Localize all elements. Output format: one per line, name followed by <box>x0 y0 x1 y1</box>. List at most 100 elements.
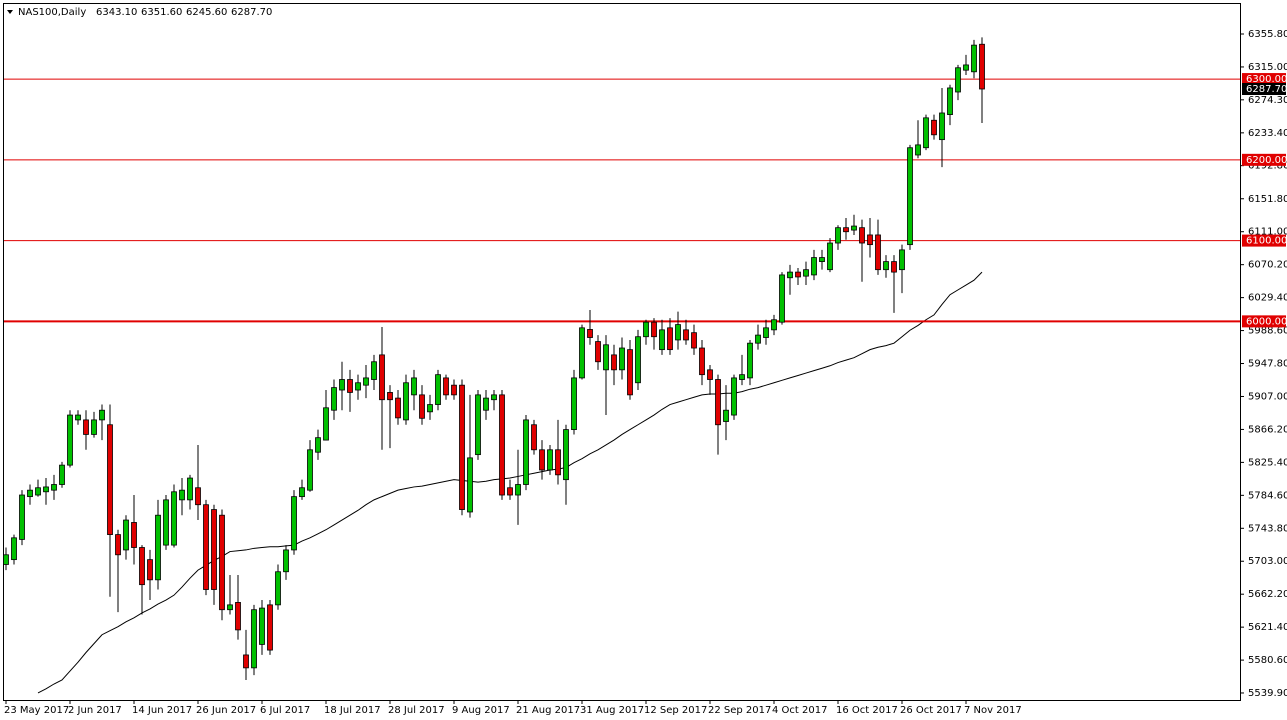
candle-body <box>859 227 865 244</box>
candle-body <box>835 227 841 244</box>
candle-body <box>91 419 97 435</box>
candle-body <box>707 369 713 380</box>
candle-body <box>435 374 441 405</box>
candle-body <box>235 602 241 631</box>
candle-body <box>923 117 929 149</box>
candle-body <box>171 491 177 546</box>
candle-body <box>587 329 593 338</box>
candle-body <box>883 261 889 271</box>
x-tick-label: 21 Aug 2017 <box>516 705 580 716</box>
candle-body <box>843 227 849 233</box>
candle-body <box>131 522 137 548</box>
candle-body <box>267 604 273 651</box>
candle-body <box>619 347 625 371</box>
candle-body <box>187 477 193 501</box>
candle-body <box>675 324 681 341</box>
candle-body <box>803 269 809 277</box>
candle-body <box>915 144 921 156</box>
candle-body <box>611 354 617 371</box>
candle-body <box>699 347 705 376</box>
header-ohlc: 6343.10 <box>96 7 137 18</box>
candle-body <box>627 349 633 396</box>
y-tick-label: 6233.40 <box>1248 128 1287 139</box>
candle-body <box>67 414 73 466</box>
candle-body <box>499 394 505 496</box>
x-tick-label: 6 Jul 2017 <box>260 705 310 716</box>
candle-body <box>579 327 585 379</box>
candle-body <box>715 379 721 426</box>
x-tick-label: 18 Jul 2017 <box>324 705 381 716</box>
candle-body <box>475 394 481 456</box>
candle-body <box>515 484 521 496</box>
level-label: 6200.00 <box>1246 155 1287 166</box>
candle-body <box>443 377 449 396</box>
level-label: 6100.00 <box>1246 236 1287 247</box>
candle-body <box>467 457 473 513</box>
candle-body <box>979 43 985 90</box>
header-ohlc: 6351.60 <box>141 7 182 18</box>
candle-body <box>139 547 145 586</box>
candle-body <box>75 414 81 421</box>
candle-body <box>451 384 457 396</box>
x-tick-label: 14 Jun 2017 <box>132 705 192 716</box>
candle-body <box>811 257 817 276</box>
y-tick-label: 5662.20 <box>1248 589 1287 600</box>
candle-body <box>755 334 761 344</box>
candle-body <box>595 341 601 363</box>
candle-body <box>51 484 57 491</box>
candle-body <box>635 336 641 384</box>
candle-body <box>891 261 897 273</box>
candle-body <box>659 329 665 351</box>
candle-body <box>195 487 201 506</box>
candle-body <box>403 382 409 421</box>
candle-body <box>771 319 777 331</box>
y-tick-label: 5539.90 <box>1248 688 1287 699</box>
x-tick-label: 28 Jul 2017 <box>388 705 445 716</box>
candle-body <box>3 554 9 565</box>
candle-body <box>563 429 569 481</box>
level-label: 6300.00 <box>1246 74 1287 85</box>
candle-body <box>819 257 825 262</box>
y-tick-label: 6070.20 <box>1248 260 1287 271</box>
candle-body <box>867 234 873 246</box>
candle-body <box>275 571 281 606</box>
candle-body <box>155 514 161 581</box>
candle-body <box>523 419 529 485</box>
candle-body <box>851 225 857 231</box>
y-tick-label: 6151.80 <box>1248 194 1287 205</box>
candle-body <box>227 604 233 611</box>
candle-body <box>83 419 89 435</box>
candle-body <box>899 249 905 271</box>
x-tick-label: 9 Aug 2017 <box>452 705 510 716</box>
candle-body <box>331 387 337 411</box>
candle-body <box>483 397 489 411</box>
level-label-box <box>1242 153 1286 166</box>
y-tick-label: 6111.00 <box>1248 227 1287 238</box>
candle-body <box>491 394 497 401</box>
header-icon <box>7 10 13 14</box>
candle-body <box>571 377 577 430</box>
x-tick-label: 4 Oct 2017 <box>772 705 827 716</box>
y-tick-label: 6029.40 <box>1248 293 1287 304</box>
candle-body <box>115 534 121 556</box>
candle-body <box>827 242 833 271</box>
candle-body <box>339 379 345 391</box>
candle-body <box>243 654 249 669</box>
level-label: 6000.00 <box>1246 316 1287 327</box>
candle-body <box>11 537 17 561</box>
candle-body <box>507 487 513 496</box>
candle-body <box>59 464 65 485</box>
header-symbol: NAS100,Daily <box>18 7 86 18</box>
candle-body <box>411 377 417 396</box>
candle-body <box>459 384 465 510</box>
candle-body <box>603 344 609 371</box>
candle-body <box>787 271 793 279</box>
y-tick-label: 5743.80 <box>1248 523 1287 534</box>
candle-body <box>307 449 313 491</box>
candle-body <box>355 382 361 391</box>
y-tick-label: 6274.30 <box>1248 95 1287 106</box>
candle-body <box>379 354 385 401</box>
candle-body <box>99 409 105 421</box>
y-tick-label: 6315.00 <box>1248 62 1287 73</box>
